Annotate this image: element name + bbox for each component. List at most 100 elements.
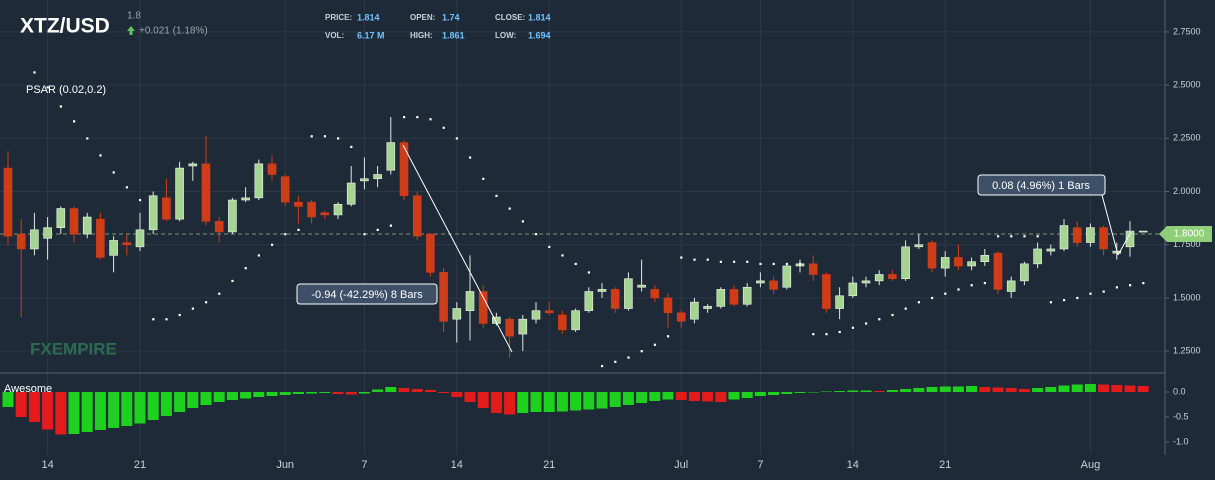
- candle-body: [43, 227, 52, 239]
- candle-body: [690, 301, 699, 320]
- psar-dot: [535, 233, 538, 236]
- psar-dot: [152, 318, 155, 321]
- bar: [121, 392, 133, 426]
- candle-body: [703, 306, 712, 309]
- bar: [94, 392, 106, 430]
- psar-dot: [693, 258, 696, 261]
- candle-body: [742, 286, 752, 305]
- candle-body: [214, 220, 224, 233]
- chart-title: XTZ/USD: [20, 15, 110, 38]
- bar: [675, 392, 687, 400]
- bar: [1005, 388, 1017, 392]
- candle-body: [16, 233, 26, 250]
- bar: [68, 392, 80, 434]
- bar: [438, 392, 450, 393]
- candle-body: [307, 201, 316, 218]
- psar-dot: [561, 254, 564, 257]
- psar-dot: [627, 356, 630, 359]
- candle-body: [1072, 227, 1082, 243]
- psar-dot: [1049, 301, 1052, 304]
- psar-dot: [891, 313, 894, 317]
- bar: [543, 392, 555, 412]
- bar: [847, 390, 859, 392]
- bar: [55, 392, 67, 435]
- info-label: PRICE:: [325, 13, 352, 22]
- bar: [1018, 389, 1030, 392]
- candle-body: [465, 291, 475, 311]
- measure-line: [1101, 194, 1119, 256]
- psar-dot: [99, 154, 102, 157]
- psar-dot: [733, 260, 736, 263]
- bar: [2, 392, 14, 407]
- bar: [411, 389, 423, 392]
- y-tick-label: 0.0: [1173, 386, 1186, 396]
- x-tick-label: Jul: [674, 459, 688, 471]
- candle-body: [148, 195, 158, 231]
- psar-dot: [59, 105, 62, 108]
- psar-dot: [376, 228, 379, 232]
- candle-body: [808, 263, 818, 275]
- psar-dot: [257, 254, 260, 257]
- psar-dot: [403, 116, 406, 119]
- candle-body: [294, 201, 303, 207]
- psar-dot: [614, 360, 617, 363]
- bar: [636, 392, 648, 403]
- bar: [662, 392, 674, 400]
- candle-body: [729, 289, 739, 305]
- psar-dot: [350, 145, 353, 149]
- psar-dot: [310, 135, 313, 138]
- candle-body: [1059, 225, 1069, 250]
- candle-body: [109, 240, 118, 256]
- bar: [939, 386, 951, 392]
- info-label: CLOSE:: [495, 13, 525, 22]
- candle-body: [96, 218, 105, 258]
- bar: [464, 392, 476, 402]
- psar-dot: [191, 307, 194, 310]
- last-price-badge: [1159, 226, 1212, 243]
- psar-dot: [983, 281, 986, 285]
- psar-dot: [680, 256, 683, 259]
- candle-body: [967, 261, 976, 267]
- psar-dot: [851, 326, 854, 329]
- candle-body: [874, 274, 884, 282]
- bar: [226, 392, 238, 400]
- bar: [81, 392, 93, 432]
- y-tick-label: 2.7500: [1173, 26, 1201, 36]
- bar: [490, 392, 502, 413]
- candle-body: [610, 289, 620, 309]
- bar: [477, 392, 489, 408]
- psar-dot: [917, 301, 920, 304]
- psar-dot: [587, 271, 590, 274]
- bar: [28, 392, 40, 422]
- bar: [517, 392, 529, 413]
- candle-body: [650, 289, 660, 299]
- x-tick-label: 21: [939, 459, 951, 471]
- candle-body: [175, 167, 184, 220]
- bar: [292, 392, 304, 394]
- annotation-box: [977, 174, 1106, 196]
- bar: [15, 392, 27, 417]
- psar-dot: [706, 258, 709, 261]
- x-tick-label: 21: [543, 459, 555, 471]
- bar: [596, 392, 608, 409]
- psar-dot: [112, 171, 115, 174]
- candle-body: [267, 163, 277, 175]
- bar: [306, 392, 318, 394]
- up-arrow: [127, 26, 135, 35]
- candle-body: [624, 278, 633, 309]
- candle-body: [188, 163, 198, 167]
- candle-body: [162, 197, 171, 220]
- bar: [160, 392, 172, 416]
- psar-dot: [218, 292, 221, 295]
- candle-body: [320, 212, 330, 216]
- info-label: VOL:: [325, 31, 344, 40]
- candle-body: [518, 318, 528, 335]
- bar: [926, 387, 938, 392]
- bar: [187, 392, 199, 408]
- candle-body: [333, 203, 343, 216]
- bar: [134, 392, 146, 424]
- bar: [385, 387, 397, 392]
- psar-dot: [1102, 290, 1105, 293]
- candle-body: [399, 142, 409, 197]
- bar: [622, 392, 634, 405]
